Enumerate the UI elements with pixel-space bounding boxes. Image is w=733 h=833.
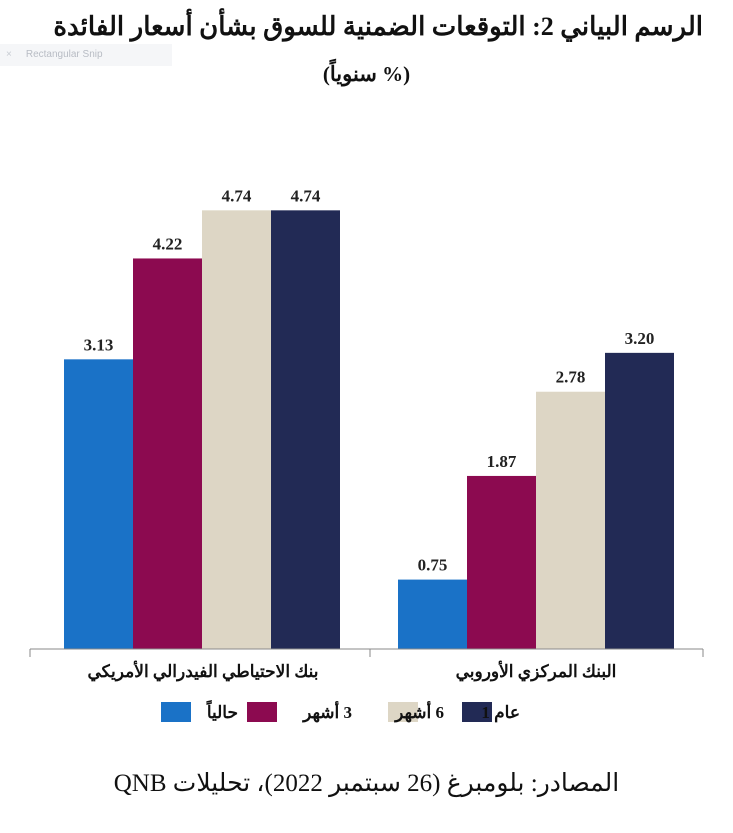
legend-swatch [462,702,492,722]
bar [64,359,133,649]
legend-label: حالياً [206,699,238,722]
bar [605,352,674,649]
data-label: 4.74 [291,186,321,205]
chart-title: الرسم البياني 2: التوقعات الضمنية للسوق … [53,12,703,41]
snip-overlay-label: Rectangular Snip [25,49,103,60]
data-label: 3.13 [84,335,114,354]
bar [398,579,467,649]
data-label: 2.78 [556,368,586,387]
data-label: 0.75 [418,556,448,575]
category-label: البنك المركزي الأوروبي [456,660,617,682]
legend-swatch [388,702,418,722]
bar [202,210,271,650]
legend-label: عام 1 [481,703,520,723]
chart-subtitle: (% سنوياً) [322,62,411,86]
category-label: بنك الاحتياطي الفيدرالي الأمريكي [87,660,318,682]
data-label: 3.20 [625,329,655,348]
legend-label: 6 أشهر [393,700,444,723]
data-label: 4.22 [153,234,183,253]
data-label: 1.87 [487,452,517,471]
bar [133,258,202,649]
close-icon: × [6,49,12,60]
legend-swatch [161,702,191,722]
snip-overlay-tag: × Rectangular Snip [0,44,172,66]
data-label: 4.74 [222,186,252,205]
legend-label: 3 أشهر [301,700,352,723]
bar [467,475,536,649]
legend-swatch [247,702,277,722]
bar [536,391,605,649]
bar [271,210,340,650]
source-note: المصادر: بلومبرغ (26 سبتمبر 2022)، تحليل… [113,770,620,797]
